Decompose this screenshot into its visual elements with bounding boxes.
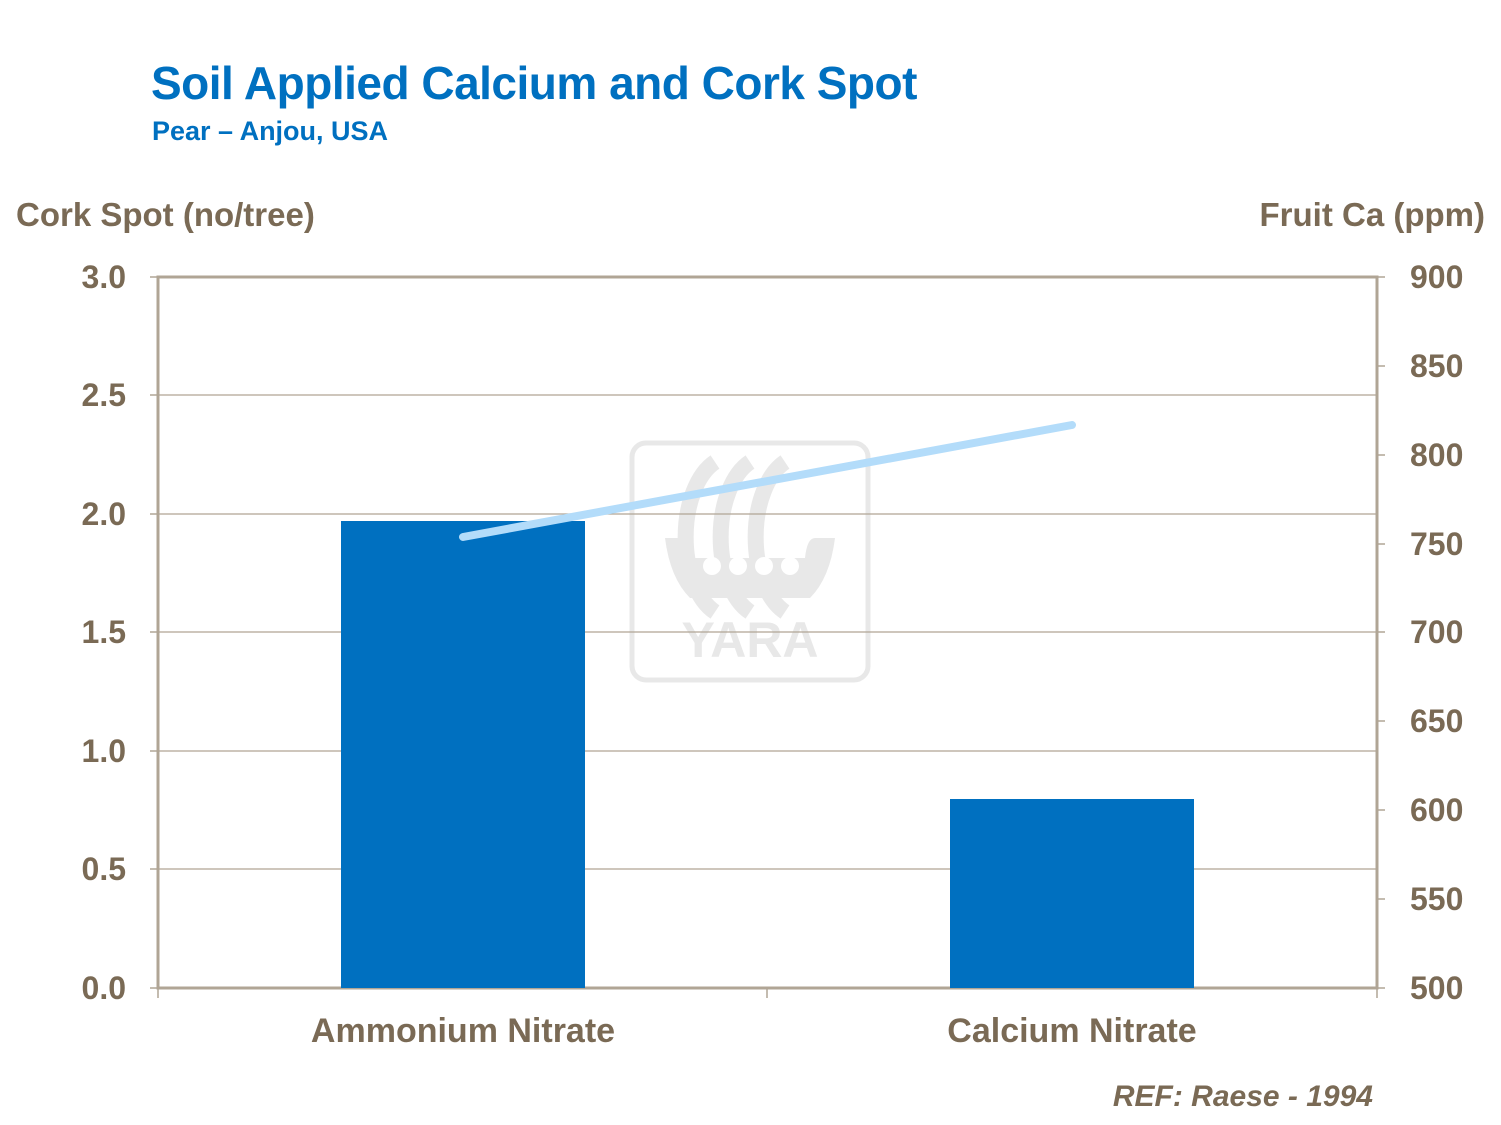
bar-ammonium-nitrate[interactable] xyxy=(341,521,585,988)
left-tick: 1.0 xyxy=(81,733,126,769)
yara-logo-watermark: YARA xyxy=(629,440,871,683)
left-tick: 2.5 xyxy=(81,377,126,413)
left-tick: 2.0 xyxy=(81,496,126,532)
right-tick: 850 xyxy=(1410,348,1464,384)
chart-title: Soil Applied Calcium and Cork Spot xyxy=(151,57,917,109)
right-tick: 500 xyxy=(1410,970,1464,1006)
svg-text:YARA: YARA xyxy=(681,612,818,668)
gridlines xyxy=(158,394,1377,870)
right-tick: 700 xyxy=(1410,614,1464,650)
right-tick: 650 xyxy=(1410,703,1464,739)
left-tick: 0.0 xyxy=(81,970,126,1006)
reference-note: REF: Raese - 1994 xyxy=(1112,1080,1373,1113)
right-tick: 550 xyxy=(1410,881,1464,917)
left-axis-label: Cork Spot (no/tree) xyxy=(16,196,315,233)
left-tick: 1.5 xyxy=(81,614,126,650)
left-tick: 3.0 xyxy=(81,259,126,295)
right-tick: 600 xyxy=(1410,792,1464,828)
bar-calcium-nitrate[interactable] xyxy=(950,799,1194,988)
right-tick: 900 xyxy=(1410,259,1464,295)
right-axis-label: Fruit Ca (ppm) xyxy=(1259,196,1485,233)
category-label: Ammonium Nitrate xyxy=(310,1012,616,1050)
category-label: Calcium Nitrate xyxy=(947,1012,1197,1050)
chart-subtitle: Pear – Anjou, USA xyxy=(152,116,389,146)
right-tick: 750 xyxy=(1410,526,1464,562)
right-tick: 800 xyxy=(1410,437,1464,473)
left-tick: 0.5 xyxy=(81,851,126,887)
fruit-ca-line[interactable] xyxy=(459,421,1076,541)
